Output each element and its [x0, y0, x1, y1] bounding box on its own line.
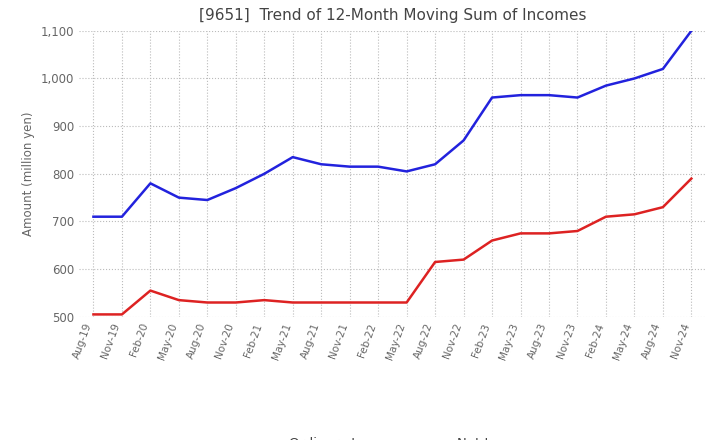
Net Income — [573, 228, 582, 234]
Ordinary Income — [317, 161, 325, 167]
Ordinary Income — [374, 164, 382, 169]
Ordinary Income — [346, 164, 354, 169]
Ordinary Income — [516, 92, 525, 98]
Line: Ordinary Income: Ordinary Income — [94, 31, 691, 216]
Title: [9651]  Trend of 12-Month Moving Sum of Incomes: [9651] Trend of 12-Month Moving Sum of I… — [199, 7, 586, 23]
Net Income — [346, 300, 354, 305]
Net Income — [232, 300, 240, 305]
Legend: Ordinary Income, Net Income: Ordinary Income, Net Income — [246, 432, 539, 440]
Net Income — [431, 259, 439, 264]
Ordinary Income — [487, 95, 496, 100]
Ordinary Income — [174, 195, 183, 200]
Net Income — [146, 288, 155, 293]
Ordinary Income — [602, 83, 611, 88]
Net Income — [459, 257, 468, 262]
Ordinary Income — [573, 95, 582, 100]
Ordinary Income — [687, 28, 696, 33]
Ordinary Income — [203, 198, 212, 203]
Net Income — [203, 300, 212, 305]
Net Income — [659, 205, 667, 210]
Ordinary Income — [630, 76, 639, 81]
Net Income — [487, 238, 496, 243]
Line: Net Income: Net Income — [94, 179, 691, 315]
Net Income — [545, 231, 554, 236]
Net Income — [260, 297, 269, 303]
Net Income — [117, 312, 126, 317]
Ordinary Income — [289, 154, 297, 160]
Net Income — [402, 300, 411, 305]
Net Income — [317, 300, 325, 305]
Ordinary Income — [89, 214, 98, 219]
Y-axis label: Amount (million yen): Amount (million yen) — [22, 112, 35, 236]
Ordinary Income — [545, 92, 554, 98]
Ordinary Income — [459, 138, 468, 143]
Ordinary Income — [402, 169, 411, 174]
Net Income — [630, 212, 639, 217]
Net Income — [687, 176, 696, 181]
Ordinary Income — [659, 66, 667, 72]
Net Income — [289, 300, 297, 305]
Net Income — [174, 297, 183, 303]
Net Income — [89, 312, 98, 317]
Ordinary Income — [117, 214, 126, 219]
Net Income — [374, 300, 382, 305]
Ordinary Income — [146, 181, 155, 186]
Net Income — [516, 231, 525, 236]
Ordinary Income — [232, 186, 240, 191]
Net Income — [602, 214, 611, 219]
Ordinary Income — [431, 161, 439, 167]
Ordinary Income — [260, 171, 269, 176]
